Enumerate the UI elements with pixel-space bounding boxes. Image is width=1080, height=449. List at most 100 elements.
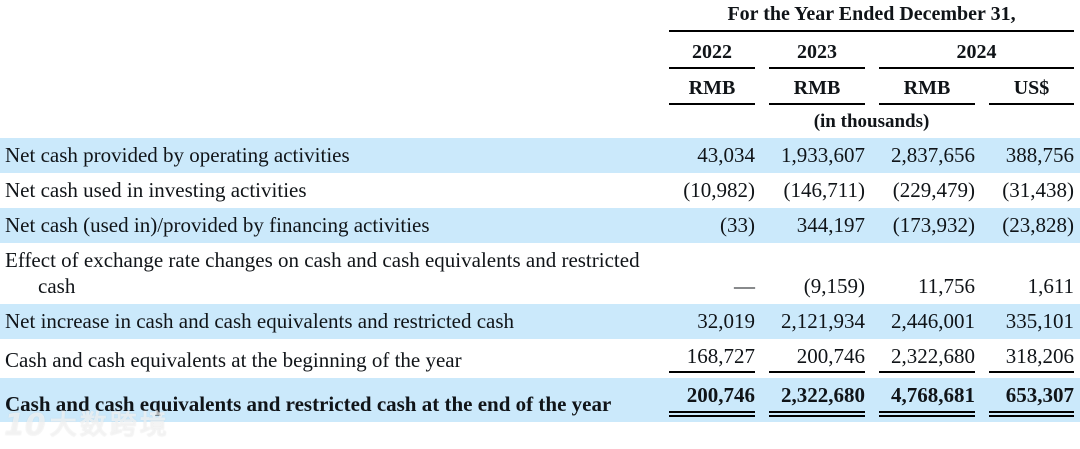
row-label-cell: Net cash used in investing activities	[0, 173, 655, 208]
table-row-investing: Net cash used in investing activities (1…	[0, 173, 1080, 208]
value-2024-rmb: 2,446,001	[891, 309, 975, 333]
value-cell-2024-usd: 1,611	[975, 243, 1080, 304]
currency-rmb-2023-label: RMB	[769, 73, 865, 105]
value-2024-usd: 388,756	[1005, 143, 1075, 167]
row-label: Net increase in cash and cash equivalent…	[5, 309, 515, 333]
row-label-cell: Net cash (used in)/provided by financing…	[0, 208, 655, 243]
value-cell-2022: (33)	[655, 208, 755, 243]
period-title: For the Year Ended December 31,	[669, 0, 1075, 32]
value-2023: 1,933,607	[781, 143, 865, 167]
units-note: (in thousands)	[813, 111, 930, 132]
row-label-cell: Cash and cash equivalents at the beginni…	[0, 339, 655, 378]
table-row-end-of-year-total: Cash and cash equivalents and restricted…	[0, 378, 1080, 422]
value-2023: 2,322,680	[769, 382, 865, 417]
value-2024-rmb: 2,837,656	[891, 143, 975, 167]
value-cell-2022: 43,034	[655, 138, 755, 173]
value-2024-rmb: 2,322,680	[879, 343, 975, 373]
value-2023: (9,159)	[803, 274, 865, 298]
value-2023: 344,197	[796, 213, 865, 237]
value-cell-2024-usd: 318,206	[975, 339, 1080, 378]
value-2023: 2,121,934	[781, 309, 865, 333]
table-body: Net cash provided by operating activitie…	[0, 138, 1080, 422]
value-cell-2024-usd: 335,101	[975, 304, 1080, 339]
value-cell-2023: 2,322,680	[755, 378, 865, 422]
row-label: Effect of exchange rate changes on cash …	[5, 248, 640, 298]
table-row-financing: Net cash (used in)/provided by financing…	[0, 208, 1080, 243]
value-2023: 200,746	[769, 343, 865, 373]
value-2024-usd: 318,206	[989, 343, 1075, 373]
currency-rmb-2024-label: RMB	[879, 73, 975, 105]
year-2024-label: 2024	[879, 36, 1075, 69]
value-2022: (10,982)	[683, 178, 755, 202]
row-label: Net cash used in investing activities	[5, 178, 307, 202]
value-2024-rmb: 4,768,681	[879, 382, 975, 417]
value-cell-2024-rmb: 2,322,680	[865, 339, 975, 378]
value-2024-usd: (23,828)	[1002, 213, 1075, 237]
currency-usd-2024-cell: US$	[975, 69, 1080, 105]
value-cell-2022: 200,746	[655, 378, 755, 422]
value-2024-usd: (31,438)	[1002, 178, 1075, 202]
value-2022: (33)	[720, 213, 755, 237]
value-2024-usd: 1,611	[1027, 274, 1075, 298]
period-title-cell: For the Year Ended December 31,	[655, 0, 1080, 32]
value-2022: 32,019	[697, 309, 755, 333]
header-spacer	[0, 0, 655, 32]
header-spacer	[0, 32, 655, 69]
value-2022: —	[734, 274, 755, 298]
row-label-cell: Effect of exchange rate changes on cash …	[0, 243, 655, 304]
value-cell-2023: (9,159)	[755, 243, 865, 304]
table-row-operating: Net cash provided by operating activitie…	[0, 138, 1080, 173]
row-label: Cash and cash equivalents at the beginni…	[5, 348, 462, 372]
value-2024-usd: 653,307	[989, 382, 1075, 417]
currency-usd-2024-label: US$	[989, 73, 1075, 105]
value-cell-2024-usd: 388,756	[975, 138, 1080, 173]
value-2023: (146,711)	[783, 178, 865, 202]
value-cell-2024-rmb: (173,932)	[865, 208, 975, 243]
value-cell-2024-rmb: (229,479)	[865, 173, 975, 208]
value-cell-2022: 168,727	[655, 339, 755, 378]
value-cell-2023: 344,197	[755, 208, 865, 243]
row-label-cell: Cash and cash equivalents and restricted…	[0, 378, 655, 422]
year-header-row: 2022 2023 2024	[0, 32, 1080, 69]
value-cell-2024-usd: (31,438)	[975, 173, 1080, 208]
cash-flow-table: For the Year Ended December 31, 2022 202…	[0, 0, 1080, 422]
table-row-beginning-of-year: Cash and cash equivalents at the beginni…	[0, 339, 1080, 378]
value-2022: 168,727	[669, 343, 755, 373]
year-2023-label: 2023	[769, 36, 865, 69]
year-2022-label: 2022	[669, 36, 755, 69]
value-cell-2023: (146,711)	[755, 173, 865, 208]
row-label-cell: Net increase in cash and cash equivalent…	[0, 304, 655, 339]
value-cell-2024-rmb: 2,446,001	[865, 304, 975, 339]
value-cell-2023: 1,933,607	[755, 138, 865, 173]
value-cell-2024-usd: 653,307	[975, 378, 1080, 422]
value-cell-2024-usd: (23,828)	[975, 208, 1080, 243]
currency-rmb-2022-label: RMB	[669, 73, 755, 105]
value-2022: 200,746	[669, 382, 755, 417]
value-cell-2022: (10,982)	[655, 173, 755, 208]
period-title-row: For the Year Ended December 31,	[0, 0, 1080, 32]
year-2024-cell: 2024	[865, 32, 1080, 69]
value-2022: 43,034	[697, 143, 755, 167]
value-2024-usd: 335,101	[1005, 309, 1075, 333]
currency-rmb-2022-cell: RMB	[655, 69, 755, 105]
header-spacer	[0, 69, 655, 105]
value-cell-2023: 2,121,934	[755, 304, 865, 339]
row-label: Net cash provided by operating activitie…	[5, 143, 350, 167]
table-row-net-increase: Net increase in cash and cash equivalent…	[0, 304, 1080, 339]
value-2024-rmb: (229,479)	[892, 178, 975, 202]
row-label: Cash and cash equivalents and restricted…	[5, 392, 612, 416]
currency-rmb-2024-cell: RMB	[865, 69, 975, 105]
row-label-cell: Net cash provided by operating activitie…	[0, 138, 655, 173]
value-cell-2024-rmb: 11,756	[865, 243, 975, 304]
value-cell-2023: 200,746	[755, 339, 865, 378]
header-spacer	[0, 105, 655, 138]
year-2022-cell: 2022	[655, 32, 755, 69]
value-cell-2024-rmb: 4,768,681	[865, 378, 975, 422]
value-2024-rmb: (173,932)	[892, 213, 975, 237]
value-cell-2022: —	[655, 243, 755, 304]
year-2023-cell: 2023	[755, 32, 865, 69]
currency-rmb-2023-cell: RMB	[755, 69, 865, 105]
currency-header-row: RMB RMB RMB US$	[0, 69, 1080, 105]
units-row: (in thousands)	[0, 105, 1080, 138]
table-header: For the Year Ended December 31, 2022 202…	[0, 0, 1080, 138]
